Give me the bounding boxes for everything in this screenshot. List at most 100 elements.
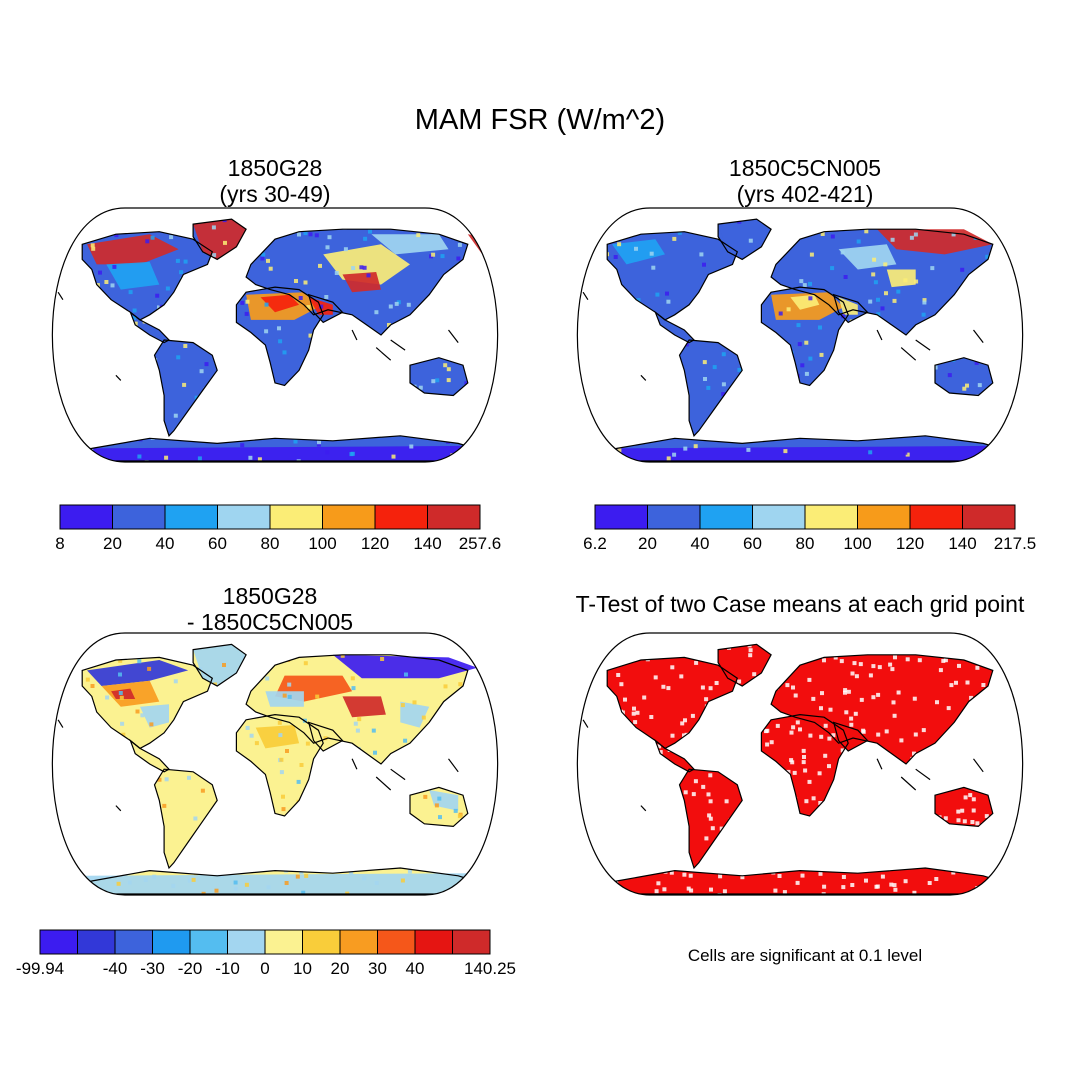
field-patch (193, 644, 247, 686)
panel-1-map (51, 207, 499, 463)
panel-1-title-line2: (yrs 30-49) (219, 181, 331, 207)
field-patch (106, 261, 160, 290)
colorbar-swatch (427, 504, 481, 530)
field-patch (260, 294, 300, 313)
field-patch (265, 691, 304, 707)
colorbar-label: 80 (796, 534, 815, 553)
main-title: MAM FSR (W/m^2) (414, 104, 666, 136)
field-patch (140, 704, 169, 728)
significance-note: Cells are significant at 0.1 level (687, 946, 923, 965)
field-patch (87, 234, 179, 265)
field-patch (886, 269, 916, 288)
colorbar-swatch (217, 504, 271, 530)
panel-4-title: T-Test of two Case means at each grid po… (575, 591, 1025, 617)
colorbar-label: -30 (140, 959, 165, 978)
panel-2-title: 1850C5CN005 (yrs 402-421) (565, 155, 1045, 207)
colorbar-label: 40 (156, 534, 175, 553)
land-central-america (655, 312, 694, 343)
panel-1-title-line1: 1850G28 (227, 155, 323, 181)
panel-1-colorbar: 8 20 40 60 80 100 120 140 257.6 (55, 504, 502, 553)
colorbar-label: 140 (413, 534, 441, 553)
panel-3-colorbar: -99.94 -40 -30 -20 -10 0 10 20 30 40 140.25 (16, 929, 516, 978)
colorbar-label: -10 (215, 959, 240, 978)
map-outline (576, 207, 1024, 463)
colorbar-swatch (857, 504, 911, 530)
land-south-america (154, 769, 218, 868)
panel-2-title-line2: (yrs 402-421) (736, 181, 874, 207)
colorbar-swatch (452, 929, 491, 955)
colorbar-swatch (377, 929, 416, 955)
field-patch (342, 272, 381, 293)
panel-3-title-line1: 1850G28 (222, 583, 318, 609)
land-africa (761, 714, 849, 816)
colorbar-swatch (804, 504, 858, 530)
panel-2-colorbar: 6.2 20 40 60 80 100 120 140 217.5 (583, 504, 1037, 553)
colorbar-label: 257.6 (459, 534, 502, 553)
colorbar-swatch (227, 929, 266, 955)
colorbar-swatch (112, 504, 166, 530)
colorbar-label: 6.2 (583, 534, 607, 553)
colorbar-label: 100 (308, 534, 336, 553)
field-patch (371, 234, 449, 255)
map-outline (576, 632, 1024, 896)
panel-3-map (51, 632, 499, 896)
field-patch (612, 239, 665, 265)
colorbar-swatch (962, 504, 1016, 530)
colorbar-label: 20 (103, 534, 122, 553)
colorbar-label: -40 (103, 959, 128, 978)
colorbar-swatch (302, 929, 341, 955)
field-patch (877, 229, 993, 255)
colorbar-swatch (114, 929, 153, 955)
land-south-america (679, 340, 743, 436)
colorbar-label: 120 (896, 534, 924, 553)
colorbar-swatch (647, 504, 701, 530)
colorbar-swatch (374, 504, 428, 530)
colorbar-label: 8 (55, 534, 64, 553)
field-patch (718, 219, 772, 260)
colorbar-label: 140.25 (464, 959, 516, 978)
colorbar-swatch (264, 929, 303, 955)
colorbar-swatch (39, 929, 78, 955)
field-patch (111, 688, 136, 699)
land-greenland (718, 644, 772, 686)
colorbar-label: 40 (691, 534, 710, 553)
land-central-america (130, 740, 169, 772)
land-africa (236, 714, 324, 816)
colorbar-swatch (699, 504, 753, 530)
colorbar-label: 80 (261, 534, 280, 553)
field-patch (400, 701, 430, 728)
panel-2-map (576, 207, 1024, 463)
land-central-america (655, 740, 694, 772)
colorbar-label: 60 (208, 534, 227, 553)
land-australia (410, 357, 468, 396)
colorbar-label: 100 (843, 534, 871, 553)
colorbar-label: -99.94 (16, 959, 64, 978)
colorbar-swatch (322, 504, 376, 530)
land-south-america (154, 340, 218, 436)
field-patch (193, 219, 247, 260)
land-central-america (130, 312, 169, 343)
colorbar-swatch (414, 929, 453, 955)
land-eurasia (771, 229, 993, 335)
colorbar-swatch (189, 929, 228, 955)
panel-1-title: 1850G28 (yrs 30-49) (35, 155, 515, 207)
map-outline (51, 632, 499, 896)
panel-3-title: 1850G28 - 1850C5CN005 (30, 583, 510, 635)
colorbar-swatch (77, 929, 116, 955)
colorbar-swatch (594, 504, 648, 530)
colorbar-label: 60 (743, 534, 762, 553)
colorbar-label: 40 (406, 959, 425, 978)
colorbar-label: 120 (361, 534, 389, 553)
field-patch (82, 445, 478, 461)
panel-4-map (576, 632, 1024, 896)
colorbar-swatch (152, 929, 191, 955)
colorbar-swatch (59, 504, 113, 530)
colorbar-label: 217.5 (994, 534, 1037, 553)
panel-3-title-line2: - 1850C5CN005 (186, 609, 354, 635)
land-north-america (607, 657, 738, 749)
colorbar-swatch (164, 504, 218, 530)
field-patch (838, 244, 897, 270)
colorbar-label: 30 (368, 959, 387, 978)
panel-2-title-line1: 1850C5CN005 (728, 155, 882, 181)
colorbar-label: 20 (638, 534, 657, 553)
